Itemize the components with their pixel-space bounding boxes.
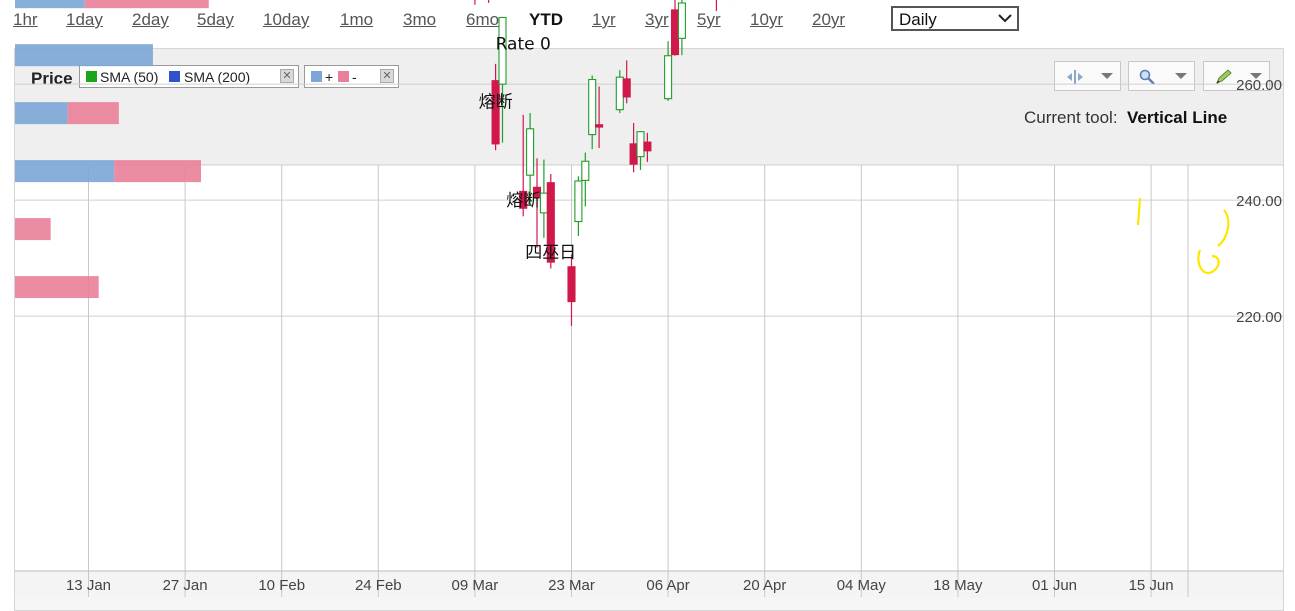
x-tick-label: 15 Jun (1129, 577, 1174, 594)
volume-neg-bar (84, 0, 209, 9)
range-3mo[interactable]: 3mo (403, 10, 437, 29)
volume-legend: + - ✕ (304, 65, 399, 88)
volume-pos-swatch (311, 71, 322, 82)
volume-pos-bar (15, 102, 68, 125)
chart-annotation: 熔断 (506, 191, 540, 211)
draw-tool-button[interactable] (1203, 61, 1270, 91)
range-1hr[interactable]: 1hr (13, 10, 38, 29)
range-2day[interactable]: 2day (132, 10, 169, 29)
x-tick-label: 10 Feb (258, 577, 305, 594)
candle-down (546, 182, 555, 263)
sma-legend: SMA (50) SMA (200) ✕ (79, 65, 299, 88)
current-tool-value: Vertical Line (1127, 108, 1228, 127)
x-tick-label: 27 Jan (163, 577, 208, 594)
candle-up (664, 55, 673, 100)
candle-up (574, 180, 583, 223)
candle-down (519, 190, 528, 209)
candle-down (491, 80, 500, 145)
range-1yr[interactable]: 1yr (592, 10, 616, 29)
candle-down (643, 141, 652, 152)
interval-value: Daily (899, 10, 937, 29)
range-20yr[interactable]: 20yr (812, 10, 846, 29)
volume-pos-label: + (325, 69, 334, 85)
candle-down (629, 143, 638, 165)
sma200-swatch (169, 71, 180, 82)
zoom-icon (1139, 69, 1155, 85)
chart-annotation: 熔断 (458, 0, 492, 2)
candle-up (526, 128, 535, 176)
x-tick-label: 01 Jun (1032, 577, 1077, 594)
candle-up (588, 78, 597, 136)
y-tick-label: 260.00 (1236, 77, 1282, 94)
chart-scroll-strip (15, 598, 1283, 610)
x-tick-label: 06 Apr (646, 577, 689, 594)
chevron-down-icon (998, 14, 1012, 23)
chart-annotation: 四巫日 (525, 243, 576, 263)
range-ytd[interactable]: YTD (529, 10, 563, 29)
x-tick-label: 23 Mar (548, 577, 595, 594)
sma50-label: SMA (50) (100, 69, 159, 85)
vertical-line-icon (1067, 70, 1083, 84)
volume-neg-bar (15, 218, 51, 241)
volume-neg-bar (15, 276, 99, 299)
chart-annotation: 熔断 (479, 92, 513, 112)
x-tick-label: 20 Apr (743, 577, 786, 594)
y-tick-label: 240.00 (1236, 193, 1282, 210)
range-1day[interactable]: 1day (66, 10, 103, 29)
range-10day[interactable]: 10day (263, 10, 310, 29)
volume-pos-bar (15, 160, 115, 183)
current-tool: Current tool: Vertical Line (1024, 108, 1227, 128)
volume-pos-bar (15, 44, 153, 67)
zoom-tool-button[interactable] (1128, 61, 1195, 91)
candle-up (636, 131, 645, 158)
y-tick-label: 220.00 (1236, 309, 1282, 326)
plot-area[interactable] (15, 165, 1283, 597)
volume-pos-bar (15, 0, 85, 9)
x-tick-label: 09 Mar (452, 577, 499, 594)
x-tick-label: 18 May (933, 577, 983, 594)
range-3yr[interactable]: 3yr (645, 10, 669, 29)
chevron-down-icon (1101, 73, 1113, 79)
volume-neg-bar (114, 160, 201, 183)
candle-down (670, 9, 680, 56)
current-tool-label: Current tool: (1024, 108, 1118, 127)
price-label: Price (31, 69, 73, 88)
x-axis-band (15, 571, 1283, 598)
candle-down (567, 266, 576, 303)
x-tick-label: 04 May (837, 577, 887, 594)
chevron-down-icon (1250, 73, 1262, 79)
candle-up (539, 192, 548, 214)
candle-down (595, 124, 604, 128)
candle-down (532, 186, 542, 198)
range-10yr[interactable]: 10yr (750, 10, 784, 29)
candle-up (615, 76, 624, 111)
close-icon[interactable]: ✕ (380, 69, 394, 83)
sma200-label: SMA (200) (184, 69, 251, 85)
volume-neg-bar (67, 102, 119, 125)
vertical-line-tool-button[interactable] (1054, 61, 1121, 91)
x-tick-label: 13 Jan (66, 577, 111, 594)
chart-annotation: Rate 0 (496, 34, 551, 54)
candle-up (677, 2, 686, 39)
handdrawn-mark (1217, 209, 1230, 247)
range-5yr[interactable]: 5yr (697, 10, 721, 29)
interval-select[interactable]: Daily (891, 6, 1019, 31)
range-5day[interactable]: 5day (197, 10, 234, 29)
close-icon[interactable]: ✕ (280, 69, 294, 83)
candle-up (498, 16, 507, 85)
x-tick-label: 24 Feb (355, 577, 402, 594)
volume-neg-swatch (338, 71, 349, 82)
candle-up (581, 160, 590, 181)
sma50-swatch (86, 71, 97, 82)
range-1mo[interactable]: 1mo (340, 10, 374, 29)
chevron-down-icon (1175, 73, 1187, 79)
candle-down (622, 78, 631, 98)
range-6mo[interactable]: 6mo (466, 10, 500, 29)
pencil-icon (1216, 69, 1232, 84)
volume-neg-label: - (352, 69, 357, 85)
handdrawn-mark (1136, 197, 1220, 275)
time-range-bar: 1hr 1day 2day 5day 10day 1mo 3mo 6mo YTD… (0, 0, 1295, 40)
